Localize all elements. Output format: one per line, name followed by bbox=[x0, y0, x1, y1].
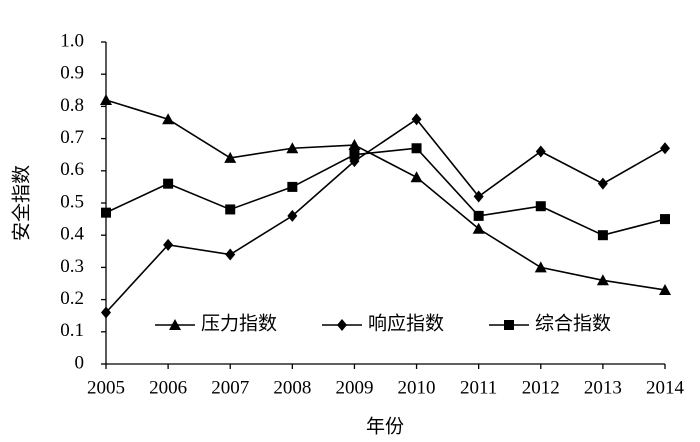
legend-marker bbox=[169, 319, 181, 330]
x-tick-label: 2012 bbox=[522, 377, 560, 398]
data-point bbox=[163, 178, 174, 189]
data-point bbox=[535, 201, 546, 212]
data-point bbox=[535, 145, 546, 158]
x-tick-label: 2005 bbox=[87, 377, 125, 398]
x-tick-label: 2006 bbox=[149, 377, 187, 398]
y-tick-label: 0.2 bbox=[60, 288, 84, 309]
y-tick-label: 0.4 bbox=[60, 224, 84, 245]
x-tick-label: 2011 bbox=[460, 377, 497, 398]
data-point bbox=[349, 149, 360, 160]
y-axis-label: 安全指数 bbox=[10, 165, 32, 241]
y-tick-label: 0.7 bbox=[60, 127, 84, 148]
legend-label: 综合指数 bbox=[535, 312, 611, 334]
legend-label: 响应指数 bbox=[368, 312, 444, 334]
data-point bbox=[410, 171, 423, 183]
x-tick-label: 2009 bbox=[335, 377, 373, 398]
x-axis-label: 年份 bbox=[366, 415, 404, 437]
data-point bbox=[473, 210, 484, 221]
data-point bbox=[597, 177, 608, 190]
data-point bbox=[659, 283, 671, 295]
data-point bbox=[473, 190, 484, 203]
y-tick-label: 0 bbox=[75, 352, 85, 373]
data-point bbox=[534, 261, 547, 273]
data-point bbox=[224, 151, 237, 163]
data-point bbox=[101, 306, 111, 319]
x-tick-label: 2007 bbox=[211, 377, 249, 398]
data-point bbox=[100, 93, 112, 105]
data-point bbox=[597, 230, 608, 241]
data-point bbox=[472, 222, 485, 234]
data-point bbox=[162, 113, 175, 125]
data-point bbox=[287, 181, 298, 192]
data-point bbox=[411, 113, 422, 126]
y-tick-label: 0.5 bbox=[60, 191, 84, 212]
data-point bbox=[163, 238, 174, 251]
y-tick-label: 0.9 bbox=[60, 63, 84, 84]
legend-marker bbox=[504, 320, 514, 330]
y-tick-label: 0.3 bbox=[60, 256, 84, 277]
series-line bbox=[105, 99, 666, 291]
data-point bbox=[225, 248, 236, 261]
data-point bbox=[596, 274, 609, 286]
x-tick-label: 2014 bbox=[646, 377, 685, 398]
data-point bbox=[660, 214, 670, 225]
series-line bbox=[105, 118, 666, 314]
data-point bbox=[101, 207, 111, 218]
y-tick-label: 0.6 bbox=[60, 159, 84, 180]
x-tick-label: 2010 bbox=[398, 377, 436, 398]
data-point bbox=[225, 204, 236, 215]
series-line bbox=[105, 147, 666, 237]
y-tick-label: 1.0 bbox=[60, 30, 84, 51]
legend-label: 压力指数 bbox=[201, 312, 277, 334]
x-tick-label: 2008 bbox=[273, 377, 311, 398]
y-tick-label: 0.1 bbox=[60, 320, 84, 341]
y-tick-label: 0.8 bbox=[60, 95, 84, 116]
data-point bbox=[348, 139, 361, 151]
x-tick-label: 2013 bbox=[584, 377, 622, 398]
data-point bbox=[660, 142, 670, 155]
data-point bbox=[286, 142, 299, 154]
legend-marker bbox=[337, 319, 347, 331]
data-point bbox=[287, 209, 298, 222]
data-point bbox=[411, 143, 422, 154]
